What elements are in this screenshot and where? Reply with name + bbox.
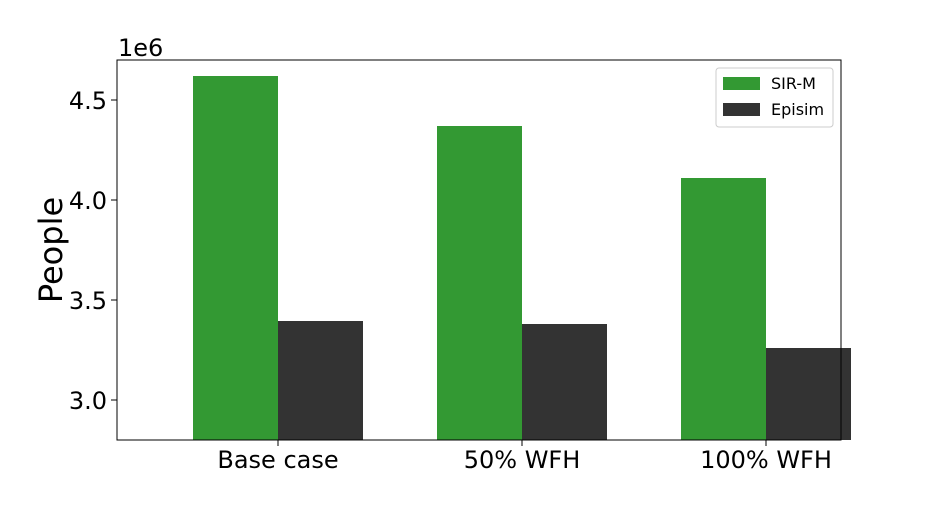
- bar-episim-100-wfh: [766, 348, 851, 440]
- legend-swatch-sir-m: [723, 77, 760, 90]
- y-tick-label: 3.5: [69, 287, 107, 315]
- plot-area-frame: [116, 59, 842, 441]
- legend-swatch-episim: [723, 103, 760, 116]
- y-axis-scale-label: 1e6: [118, 34, 163, 62]
- y-tick-label: 4.0: [69, 187, 107, 215]
- y-axis-title: People: [32, 197, 70, 303]
- legend-label-episim: Episim: [771, 100, 824, 119]
- x-axis: Base case 50% WFH 100% WFH: [217, 440, 832, 474]
- y-axis: 3.0 3.5 4.0 4.5: [69, 87, 117, 415]
- bars-layer: [193, 76, 851, 440]
- y-tick-label: 4.5: [69, 87, 107, 115]
- bar-sir-m-50-wfh: [437, 126, 522, 440]
- x-tick-label: 100% WFH: [700, 446, 832, 474]
- legend-label-sir-m: SIR-M: [771, 74, 816, 93]
- legend[interactable]: SIR-M Episim: [715, 67, 834, 128]
- x-tick-label: 50% WFH: [464, 446, 581, 474]
- x-tick-label: Base case: [217, 446, 338, 474]
- bar-episim-base-case: [278, 321, 363, 440]
- bar-sir-m-100-wfh: [681, 178, 766, 440]
- bar-sir-m-base-case: [193, 76, 278, 440]
- bar-episim-50-wfh: [522, 324, 607, 440]
- y-tick-label: 3.0: [69, 387, 107, 415]
